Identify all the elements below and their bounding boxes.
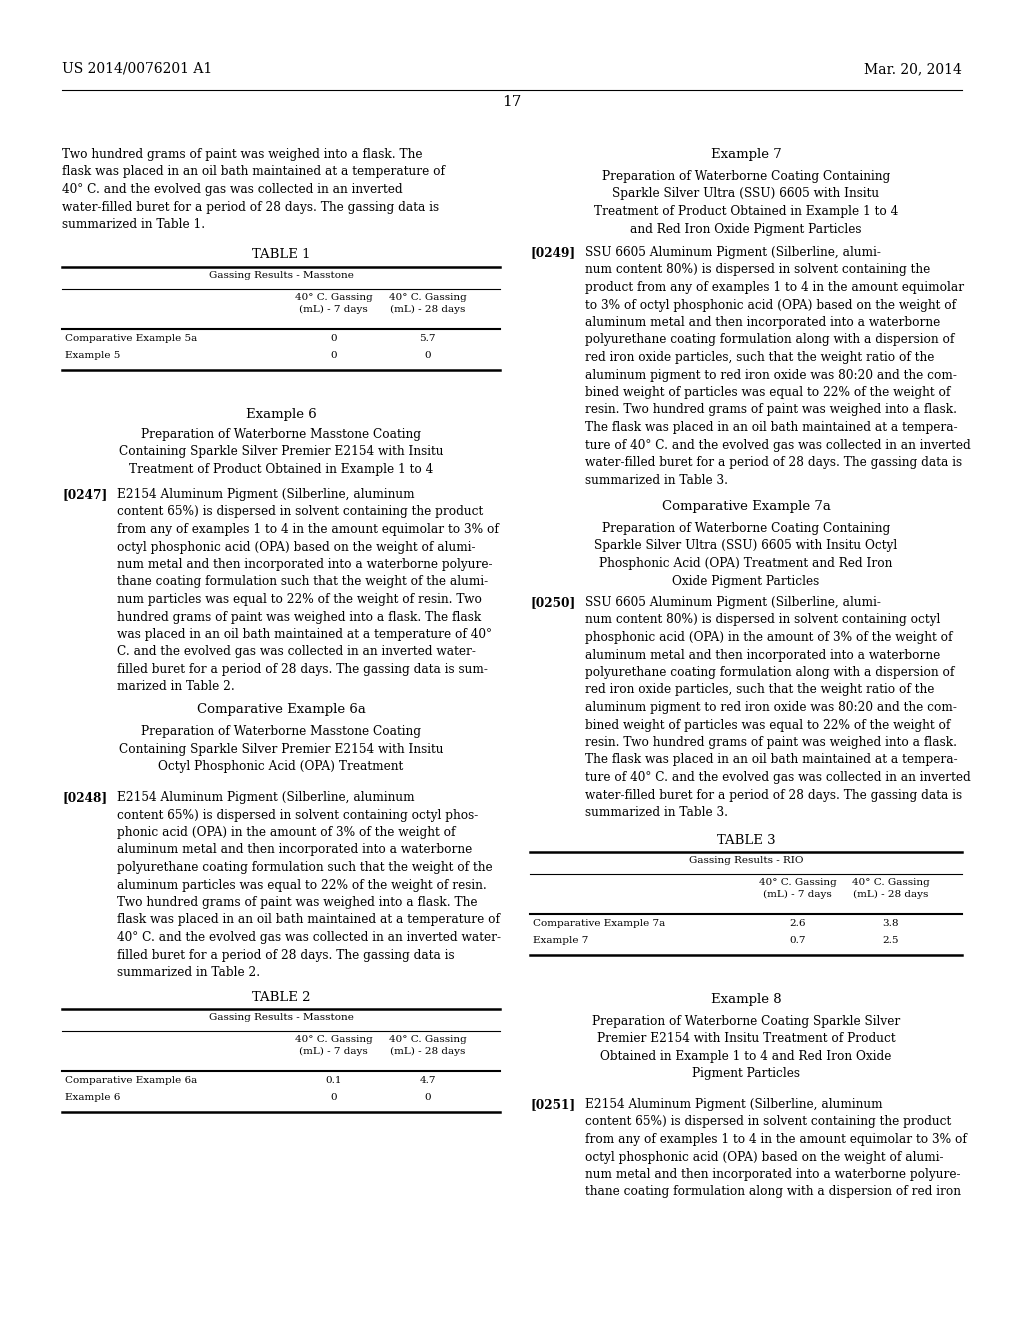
Text: 40° C. Gassing
(mL) - 28 days: 40° C. Gassing (mL) - 28 days	[389, 1035, 467, 1056]
Text: 0: 0	[331, 1093, 337, 1102]
Text: 17: 17	[503, 95, 521, 110]
Text: 40° C. Gassing
(mL) - 7 days: 40° C. Gassing (mL) - 7 days	[295, 293, 373, 314]
Text: Mar. 20, 2014: Mar. 20, 2014	[864, 62, 962, 77]
Text: Preparation of Waterborne Masstone Coating
Containing Sparkle Silver Premier E21: Preparation of Waterborne Masstone Coati…	[119, 428, 443, 477]
Text: 4.7: 4.7	[420, 1076, 436, 1085]
Text: Comparative Example 5a: Comparative Example 5a	[65, 334, 198, 343]
Text: 0.1: 0.1	[326, 1076, 342, 1085]
Text: 0.7: 0.7	[790, 936, 806, 945]
Text: Example 6: Example 6	[65, 1093, 121, 1102]
Text: US 2014/0076201 A1: US 2014/0076201 A1	[62, 62, 212, 77]
Text: [0247]: [0247]	[62, 488, 108, 502]
Text: Preparation of Waterborne Coating Sparkle Silver
Premier E2154 with Insitu Treat: Preparation of Waterborne Coating Sparkl…	[592, 1015, 900, 1081]
Text: Gassing Results - RIO: Gassing Results - RIO	[689, 855, 803, 865]
Text: E2154 Aluminum Pigment (Silberline, aluminum
content 65%) is dispersed in solven: E2154 Aluminum Pigment (Silberline, alum…	[117, 488, 499, 693]
Text: Comparative Example 6a: Comparative Example 6a	[65, 1076, 198, 1085]
Text: Example 5: Example 5	[65, 351, 121, 360]
Text: Example 8: Example 8	[711, 993, 781, 1006]
Text: Comparative Example 7a: Comparative Example 7a	[662, 500, 830, 513]
Text: [0250]: [0250]	[530, 597, 575, 609]
Text: 2.5: 2.5	[883, 936, 899, 945]
Text: Two hundred grams of paint was weighed into a flask. The
flask was placed in an : Two hundred grams of paint was weighed i…	[62, 148, 445, 231]
Text: SSU 6605 Aluminum Pigment (Silberline, alumi-
num content 80%) is dispersed in s: SSU 6605 Aluminum Pigment (Silberline, a…	[585, 597, 971, 818]
Text: 5.7: 5.7	[420, 334, 436, 343]
Text: Preparation of Waterborne Coating Containing
Sparkle Silver Ultra (SSU) 6605 wit: Preparation of Waterborne Coating Contai…	[594, 170, 898, 235]
Text: Comparative Example 6a: Comparative Example 6a	[197, 704, 366, 715]
Text: Preparation of Waterborne Coating Containing
Sparkle Silver Ultra (SSU) 6605 wit: Preparation of Waterborne Coating Contai…	[594, 521, 898, 587]
Text: TABLE 3: TABLE 3	[717, 834, 775, 847]
Text: 0: 0	[424, 1093, 431, 1102]
Text: [0251]: [0251]	[530, 1098, 575, 1111]
Text: 3.8: 3.8	[883, 919, 899, 928]
Text: E2154 Aluminum Pigment (Silberline, aluminum
content 65%) is dispersed in solven: E2154 Aluminum Pigment (Silberline, alum…	[117, 791, 501, 979]
Text: 0: 0	[424, 351, 431, 360]
Text: Example 7: Example 7	[711, 148, 781, 161]
Text: E2154 Aluminum Pigment (Silberline, aluminum
content 65%) is dispersed in solven: E2154 Aluminum Pigment (Silberline, alum…	[585, 1098, 967, 1199]
Text: 0: 0	[331, 334, 337, 343]
Text: 2.6: 2.6	[790, 919, 806, 928]
Text: [0248]: [0248]	[62, 791, 108, 804]
Text: 40° C. Gassing
(mL) - 28 days: 40° C. Gassing (mL) - 28 days	[389, 293, 467, 314]
Text: Gassing Results - Masstone: Gassing Results - Masstone	[209, 271, 353, 280]
Text: TABLE 2: TABLE 2	[252, 991, 310, 1005]
Text: Comparative Example 7a: Comparative Example 7a	[534, 919, 666, 928]
Text: Example 7: Example 7	[534, 936, 589, 945]
Text: Example 6: Example 6	[246, 408, 316, 421]
Text: 40° C. Gassing
(mL) - 28 days: 40° C. Gassing (mL) - 28 days	[852, 878, 930, 899]
Text: TABLE 1: TABLE 1	[252, 248, 310, 261]
Text: 40° C. Gassing
(mL) - 7 days: 40° C. Gassing (mL) - 7 days	[295, 1035, 373, 1056]
Text: 40° C. Gassing
(mL) - 7 days: 40° C. Gassing (mL) - 7 days	[759, 878, 837, 899]
Text: Preparation of Waterborne Masstone Coating
Containing Sparkle Silver Premier E21: Preparation of Waterborne Masstone Coati…	[119, 725, 443, 774]
Text: SSU 6605 Aluminum Pigment (Silberline, alumi-
num content 80%) is dispersed in s: SSU 6605 Aluminum Pigment (Silberline, a…	[585, 246, 971, 487]
Text: Gassing Results - Masstone: Gassing Results - Masstone	[209, 1012, 353, 1022]
Text: [0249]: [0249]	[530, 246, 575, 259]
Text: 0: 0	[331, 351, 337, 360]
